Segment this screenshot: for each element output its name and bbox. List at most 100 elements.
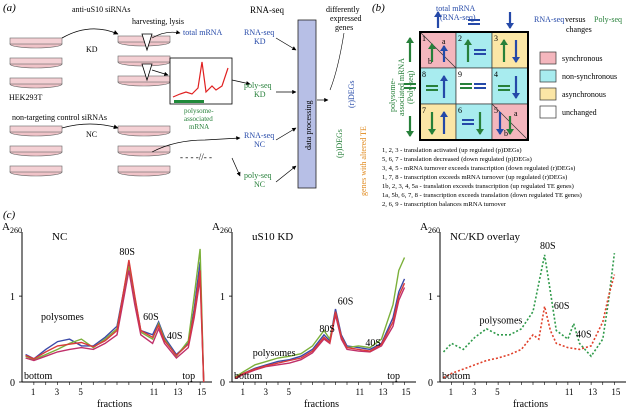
chart-title: NC — [52, 231, 67, 243]
peak-label: 40S — [167, 331, 183, 342]
polyseq-kd-2: KD — [254, 90, 266, 99]
y-axis-label: A260 — [212, 221, 232, 235]
peak-label: 80S — [540, 241, 556, 252]
equal-sign-icon — [426, 89, 438, 91]
legend-changes: changes — [566, 25, 592, 34]
dish-icon — [9, 57, 63, 65]
note-line: 1, 7, 8 - transcription exceeds mRNA tur… — [382, 174, 567, 181]
dish-icon — [117, 55, 171, 63]
y-tick-label: 0 — [428, 378, 433, 389]
cell-5b-label: b — [504, 129, 508, 138]
polysomes-label: polysomes — [41, 312, 84, 323]
x-tick-label: 15 — [402, 387, 412, 397]
peak-label: 60S — [338, 297, 354, 308]
x-tick-label: 11 — [150, 387, 159, 397]
matrix-cell-number: 6 — [458, 106, 462, 115]
top-axis-1: total mRNA — [436, 4, 476, 13]
legend-versus: versus — [565, 15, 585, 24]
arrowhead-icon — [506, 23, 514, 29]
rnaseq-nc-1: RNA-seq — [244, 131, 274, 140]
legend-swatch — [539, 105, 557, 119]
equal-sign-icon — [498, 89, 510, 91]
y-tick-label: 1 — [220, 292, 225, 303]
x-axis-label: fractions — [97, 399, 132, 409]
x-tick-label: 3 — [472, 387, 477, 397]
matrix-cell-number: 1 — [422, 34, 426, 43]
side-axis-1: polysome- — [388, 78, 397, 112]
panel-c-label: (c) — [3, 209, 16, 221]
side-axis-2: associated mRNA — [397, 58, 406, 116]
polyseq-nc-2: NC — [254, 180, 265, 189]
top-label: top — [182, 371, 195, 382]
x-tick-label: 13 — [588, 387, 598, 397]
cell-1b-label: b — [428, 57, 432, 66]
legend-item: unchanged — [562, 108, 597, 117]
arrowhead-icon — [512, 93, 520, 99]
equal-sign-icon — [462, 119, 474, 121]
arrowhead-icon — [406, 37, 414, 43]
equal-sign-icon — [474, 87, 486, 89]
polysome-label-1: polysome- — [184, 107, 214, 115]
peak-label: 60S — [143, 312, 159, 323]
equal-sign-icon — [426, 85, 438, 87]
x-tick-label: 15 — [197, 387, 207, 397]
dish-icon — [117, 165, 171, 173]
equal-sign-icon — [460, 83, 472, 85]
matrix-cell — [491, 31, 529, 69]
arrowhead-icon — [506, 129, 514, 135]
polysome-label-2: associated — [184, 115, 213, 123]
matrix-cell-number: 5 — [494, 106, 498, 115]
x-axis-label: fractions — [513, 399, 548, 409]
rnaseq-kd-1: RNA-seq — [244, 28, 274, 37]
legend-swatch — [539, 69, 557, 83]
x-tick-label: 11 — [565, 387, 574, 397]
x-tick-label: 1 — [449, 387, 454, 397]
cell-1a-label: a — [442, 37, 446, 46]
dish-icon — [9, 125, 63, 133]
peak-label: 80S — [319, 324, 335, 335]
arrowhead-icon — [476, 129, 484, 135]
series-line — [25, 259, 205, 383]
matrix-border — [419, 31, 529, 141]
y-axis-label: A260 — [2, 221, 22, 235]
total-mrna-label: total mRNA — [183, 28, 223, 37]
x-tick-label: 13 — [379, 387, 389, 397]
note-line: 1b, 2, 3, 4, 5a - translation exceeds tr… — [382, 183, 574, 190]
equal-sign-icon — [404, 83, 416, 85]
legend-swatch — [539, 51, 557, 65]
arrowhead-icon — [464, 39, 472, 45]
peak-label: 80S — [119, 247, 135, 258]
matrix-cell — [455, 67, 493, 105]
equal-sign-icon — [468, 23, 480, 25]
cell-line-label: HEK293T — [9, 93, 42, 102]
equal-sign-icon — [462, 123, 474, 125]
arrowhead-icon — [434, 11, 442, 17]
chart-title: NC/KD overlay — [450, 231, 520, 243]
note-line: 3, 4, 5 - mRNA turnover exceeds transcri… — [382, 165, 575, 172]
dish-icon — [9, 37, 63, 45]
dish-icon — [9, 145, 63, 153]
change-matrix: 1 2 3 8 9 4 7 6 5 a b a b — [404, 11, 529, 141]
deg-title-3: genes — [335, 23, 353, 32]
x-tick-label: 13 — [173, 387, 183, 397]
top-label: top — [387, 371, 400, 382]
arrowhead-icon — [406, 131, 414, 137]
series-line — [25, 248, 205, 383]
dish-icon — [117, 75, 171, 83]
top-axis-2: (RNA-seq) — [440, 13, 476, 22]
bottom-label: bottom — [24, 371, 53, 382]
x-tick-label: 5 — [495, 387, 500, 397]
dots-label: - - - -//- - — [180, 152, 212, 162]
dish-icon — [9, 165, 63, 173]
polysomes-label: polysomes — [480, 316, 523, 327]
x-tick-label: 15 — [611, 387, 621, 397]
arrowhead-icon — [496, 129, 504, 135]
series-line — [443, 274, 616, 379]
matrix-cell-number: 7 — [422, 106, 426, 115]
equal-sign-icon — [460, 87, 472, 89]
legend-polyseq: Poly-seq — [594, 15, 622, 24]
legend-swatch — [539, 87, 557, 101]
te-genes-label: genes with altered TE — [359, 126, 368, 196]
